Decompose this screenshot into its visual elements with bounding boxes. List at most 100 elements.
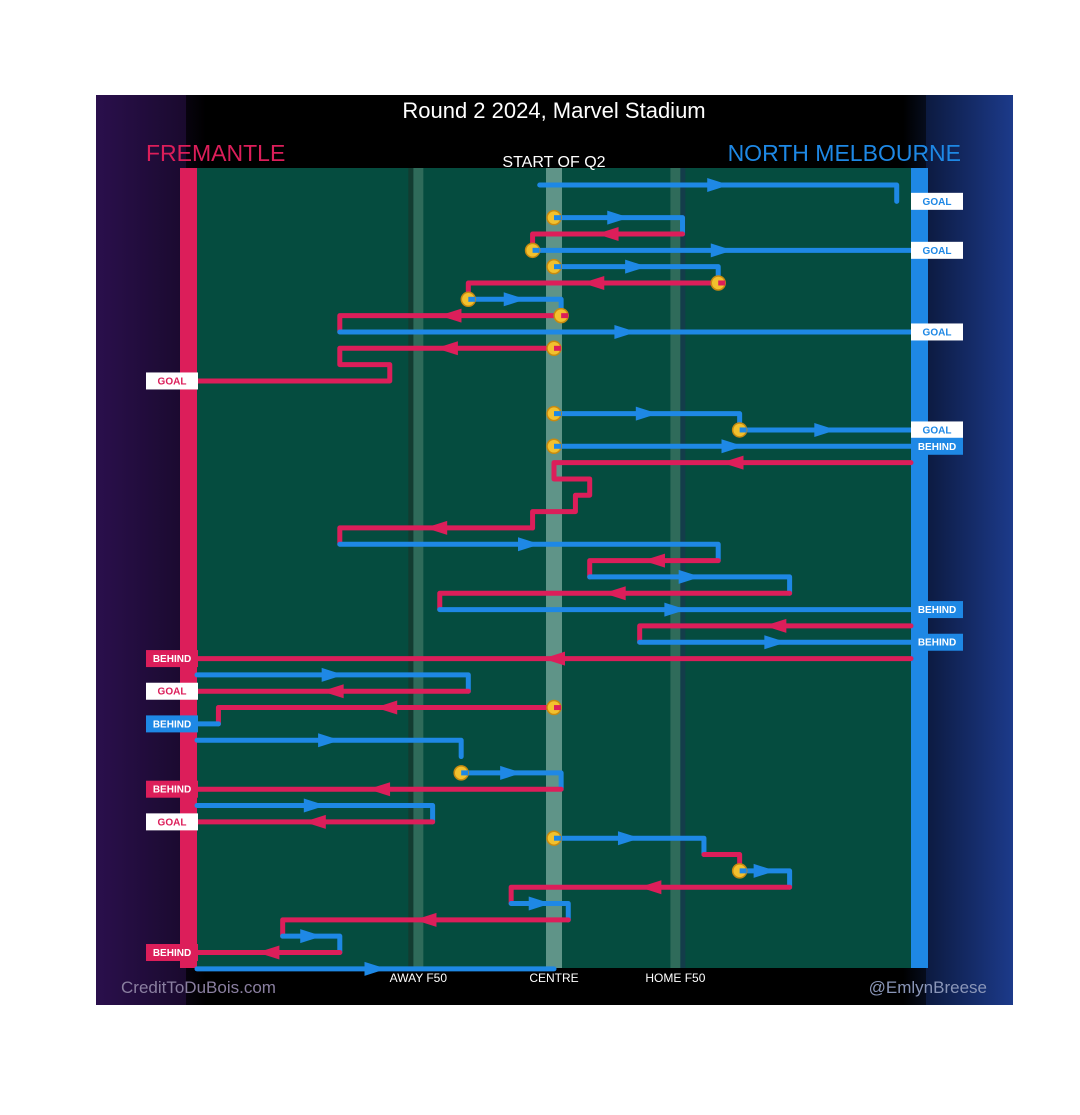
zone-label-away-f50: AWAY F50 bbox=[390, 971, 448, 985]
chain-arrow bbox=[707, 178, 730, 192]
stoppage-marker-tag bbox=[739, 868, 747, 874]
chain-line bbox=[551, 835, 707, 858]
chain-arrow bbox=[435, 341, 458, 356]
chain-line bbox=[437, 590, 793, 613]
behind-badge bbox=[146, 780, 198, 798]
goal-badge bbox=[911, 323, 963, 341]
goal-badge bbox=[911, 192, 963, 210]
chain-arrow bbox=[318, 733, 341, 748]
chain-arrow bbox=[375, 700, 398, 715]
chain-arrow bbox=[528, 896, 551, 911]
chain-line bbox=[637, 623, 914, 645]
stoppage-marker-tag bbox=[554, 411, 561, 417]
chain-chart: GOAL GOAL GOAL GOAL GOAL BEHIND BEHIND BEHIND BE… bbox=[96, 95, 1013, 1005]
chain-arrow bbox=[635, 406, 658, 421]
stoppage-marker-tag bbox=[554, 215, 561, 221]
credit-right: @EmlynBreese bbox=[869, 978, 987, 997]
right-side-panel bbox=[926, 95, 1013, 1005]
behind-label: BEHIND bbox=[153, 948, 191, 959]
behind-badge bbox=[911, 601, 963, 619]
zone-label-centre: CENTRE bbox=[529, 971, 578, 985]
chain-arrow bbox=[503, 292, 526, 307]
chain-line bbox=[337, 525, 536, 547]
goal-label: GOAL bbox=[158, 817, 187, 828]
chain-arrow bbox=[596, 226, 619, 241]
chain-arrow bbox=[500, 765, 523, 780]
centre-band bbox=[546, 168, 562, 968]
left-side-panel bbox=[96, 95, 186, 1005]
goal-badge bbox=[146, 372, 198, 390]
chain-arrow bbox=[678, 569, 701, 584]
stoppage-marker-tag bbox=[739, 427, 747, 433]
stoppage-marker-tag bbox=[554, 835, 561, 841]
subtitle: START OF Q2 bbox=[502, 154, 605, 171]
behind-label: BEHIND bbox=[918, 442, 956, 453]
chain-line bbox=[337, 313, 564, 335]
chain-line bbox=[215, 705, 557, 727]
chain-arrow bbox=[368, 782, 391, 797]
home-goal-bar bbox=[911, 168, 928, 968]
away-goal-bar bbox=[180, 168, 197, 968]
goal-label: GOAL bbox=[158, 376, 187, 387]
chain-arrow bbox=[303, 814, 326, 829]
chart-frame: GOAL GOAL GOAL GOAL GOAL BEHIND BEHIND BEHIND BE… bbox=[96, 95, 1013, 1005]
chain-arrow bbox=[710, 243, 733, 258]
home-f50-band bbox=[670, 168, 681, 968]
behind-label: BEHIND bbox=[153, 719, 191, 730]
stoppage-marker-tag bbox=[554, 264, 561, 270]
goal-label: GOAL bbox=[158, 687, 187, 698]
goal-badge bbox=[911, 421, 963, 439]
goal-badge bbox=[911, 241, 963, 259]
chain-arrow bbox=[425, 520, 448, 535]
chain-arrow bbox=[764, 635, 787, 650]
chain-line bbox=[587, 558, 721, 580]
home-team-name: NORTH MELBOURNE bbox=[728, 140, 961, 166]
chain-arrow bbox=[639, 880, 662, 895]
chain-arrow bbox=[364, 961, 387, 976]
chain-arrow bbox=[414, 912, 437, 927]
chain-arrow bbox=[642, 553, 665, 568]
chain-arrow bbox=[439, 308, 462, 323]
goal-badge bbox=[146, 813, 198, 831]
chain-arrow bbox=[303, 798, 326, 813]
chain-arrow bbox=[614, 324, 637, 339]
goal-label: GOAL bbox=[923, 425, 952, 436]
behind-badge bbox=[146, 715, 198, 733]
chain-arrow bbox=[543, 651, 565, 666]
behind-label: BEHIND bbox=[153, 785, 191, 796]
stoppage-marker-tag bbox=[554, 443, 561, 449]
goal-label: GOAL bbox=[923, 246, 952, 257]
stoppage-marker-tag bbox=[718, 280, 726, 286]
chain-arrow bbox=[300, 929, 323, 944]
behind-label: BEHIND bbox=[918, 638, 956, 649]
chain-line bbox=[194, 803, 436, 825]
chain-line bbox=[337, 541, 721, 564]
chain-arrow bbox=[603, 586, 626, 601]
behind-badge bbox=[146, 944, 198, 962]
goal-badge bbox=[146, 682, 198, 700]
chain-line bbox=[458, 770, 564, 792]
stoppage-marker-tag bbox=[532, 247, 540, 253]
stoppage-marker-tag bbox=[554, 705, 561, 711]
credit-left: CreditToDuBois.com bbox=[121, 978, 276, 997]
chain-arrow bbox=[814, 422, 837, 437]
home-f50-shadow bbox=[680, 168, 686, 968]
chain-arrow bbox=[721, 439, 744, 454]
away-f50-shadow bbox=[408, 168, 414, 968]
chain-line bbox=[508, 884, 793, 907]
behind-label: BEHIND bbox=[153, 654, 191, 665]
chain-line bbox=[194, 345, 557, 384]
chain-arrow bbox=[582, 275, 605, 290]
chain-arrow bbox=[518, 537, 541, 552]
chain-line bbox=[537, 182, 900, 204]
chain-arrow bbox=[257, 945, 280, 960]
chain-arrow bbox=[664, 602, 687, 617]
chart-title: Round 2 2024, Marvel Stadium bbox=[402, 98, 705, 123]
goal-label: GOAL bbox=[923, 327, 952, 338]
chain-line bbox=[587, 574, 793, 596]
chain-arrow bbox=[321, 684, 344, 699]
stoppage-marker-tag bbox=[561, 313, 569, 319]
chain-line bbox=[280, 917, 571, 939]
chain-line bbox=[551, 215, 686, 237]
away-f50-band bbox=[413, 168, 424, 968]
